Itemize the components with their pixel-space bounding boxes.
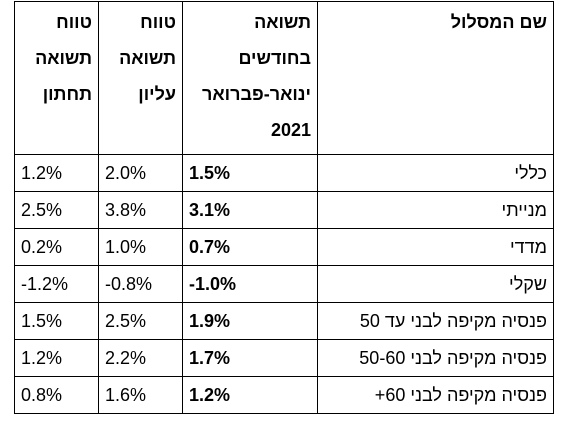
return-cell: -1.0% bbox=[182, 265, 318, 303]
header-lower-line-1: טווח bbox=[56, 12, 92, 32]
lower-range-cell: 2.5% bbox=[14, 191, 99, 229]
track-name-cell: פנסיה מקיפה לבני 50-60 bbox=[317, 339, 554, 377]
track-name-cell: פנסיה מקיפה לבני עד 50 bbox=[317, 302, 554, 340]
returns-table-container: שם המסלול תשואה בחודשים ינואר-פברואר 202… bbox=[14, 1, 554, 414]
upper-range-cell: -0.8% bbox=[98, 265, 183, 303]
track-name-cell: מדדי bbox=[317, 228, 554, 266]
upper-range-cell: 1.6% bbox=[98, 376, 183, 414]
header-return: תשואה בחודשים ינואר-פברואר 2021 bbox=[182, 1, 318, 155]
header-return-line-1: תשואה bbox=[254, 12, 311, 32]
upper-range-cell: 2.2% bbox=[98, 339, 183, 377]
track-name-cell: כללי bbox=[317, 154, 554, 192]
header-lower-range: טווח תשואה תחתון bbox=[14, 1, 99, 155]
header-upper-range: טווח תשואה עליון bbox=[98, 1, 183, 155]
upper-range-cell: 2.5% bbox=[98, 302, 183, 340]
header-return-line-2: בחודשים bbox=[238, 48, 311, 68]
return-cell: 1.5% bbox=[182, 154, 318, 192]
return-cell: 0.7% bbox=[182, 228, 318, 266]
track-name-cell: שקלי bbox=[317, 265, 554, 303]
lower-range-cell: 1.5% bbox=[14, 302, 99, 340]
return-cell: 3.1% bbox=[182, 191, 318, 229]
table-row: פנסיה מקיפה לבני 60+ 1.2% 1.6% 0.8% bbox=[14, 376, 554, 414]
header-upper-line-3: עליון bbox=[138, 84, 176, 104]
header-track-name: שם המסלול bbox=[317, 1, 554, 155]
header-return-line-3: ינואר-פברואר bbox=[202, 84, 311, 104]
upper-range-cell: 3.8% bbox=[98, 191, 183, 229]
header-row: שם המסלול תשואה בחודשים ינואר-פברואר 202… bbox=[14, 1, 554, 155]
returns-table: שם המסלול תשואה בחודשים ינואר-פברואר 202… bbox=[14, 1, 554, 414]
header-track-name-line: שם המסלול bbox=[450, 12, 547, 32]
lower-range-cell: 1.2% bbox=[14, 154, 99, 192]
lower-range-cell: 0.8% bbox=[14, 376, 99, 414]
track-name-cell: מנייתי bbox=[317, 191, 554, 229]
track-name-cell: פנסיה מקיפה לבני 60+ bbox=[317, 376, 554, 414]
return-cell: 1.2% bbox=[182, 376, 318, 414]
return-cell: 1.9% bbox=[182, 302, 318, 340]
header-upper-line-2: תשואה bbox=[119, 48, 176, 68]
table-row: פנסיה מקיפה לבני 50-60 1.7% 2.2% 1.2% bbox=[14, 339, 554, 377]
table-row: מדדי 0.7% 1.0% 0.2% bbox=[14, 228, 554, 266]
table-row: כללי 1.5% 2.0% 1.2% bbox=[14, 154, 554, 192]
header-lower-line-3: תחתון bbox=[42, 84, 92, 104]
lower-range-cell: -1.2% bbox=[14, 265, 99, 303]
header-lower-line-2: תשואה bbox=[35, 48, 92, 68]
header-upper-line-1: טווח bbox=[140, 12, 176, 32]
lower-range-cell: 0.2% bbox=[14, 228, 99, 266]
table-row: פנסיה מקיפה לבני עד 50 1.9% 2.5% 1.5% bbox=[14, 302, 554, 340]
lower-range-cell: 1.2% bbox=[14, 339, 99, 377]
return-cell: 1.7% bbox=[182, 339, 318, 377]
upper-range-cell: 1.0% bbox=[98, 228, 183, 266]
table-row: שקלי -1.0% -0.8% -1.2% bbox=[14, 265, 554, 303]
upper-range-cell: 2.0% bbox=[98, 154, 183, 192]
header-return-line-4: 2021 bbox=[270, 120, 311, 140]
table-row: מנייתי 3.1% 3.8% 2.5% bbox=[14, 191, 554, 229]
